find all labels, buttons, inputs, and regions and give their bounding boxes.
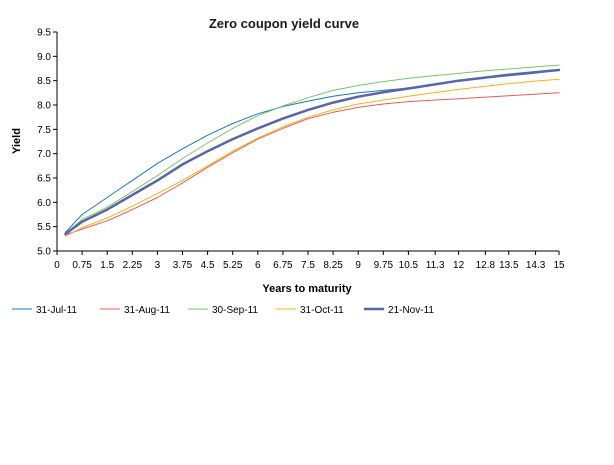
y-tick-label: 5.0 [37,247,51,258]
legend-label-31-jul-11: 31-Jul-11 [36,305,77,316]
series-line-30-sep-11 [64,64,560,235]
x-tick-label: 1.5 [100,260,114,271]
x-tick-label: 12 [453,260,465,271]
x-tick-label: 14.3 [526,260,546,271]
series-line-31-jul-11 [64,69,560,233]
y-tick-label: 9.0 [37,52,51,63]
x-tick-label: 13.5 [499,260,519,271]
y-tick-label: 6.0 [37,198,51,209]
x-axis-label: Years to maturity [262,283,352,295]
x-tick-label: 15 [553,260,565,271]
x-tick-label: 8.25 [323,260,343,271]
x-tick-label: 0 [54,260,60,271]
legend-label-31-aug-11: 31-Aug-11 [124,305,170,316]
x-tick-label: 2.25 [123,260,143,271]
x-tick-label: 4.5 [201,260,215,271]
chart-title: Zero coupon yield curve [209,16,359,31]
x-tick-label: 6 [255,260,261,271]
legend: 31-Jul-11 31-Aug-11 30-Sep-11 31-Oct-11 21-N… [12,305,434,316]
y-tick-label: 5.5 [37,222,51,233]
x-tick-label: 7.5 [301,260,315,271]
x-tick-label: 6.75 [273,260,293,271]
y-tick-label: 9.5 [37,28,51,39]
x-tick-label: 5.25 [223,260,243,271]
series-line-31-oct-11 [64,78,560,237]
y-tick-label: 8.5 [37,76,51,87]
legend-label-30-sep-11: 30-Sep-11 [212,305,258,316]
y-tick-label: 6.5 [37,174,51,185]
x-tick-label: 0.75 [72,260,92,271]
legend-label-31-oct-11: 31-Oct-11 [300,305,344,316]
legend-label-21-nov-11: 21-Nov-11 [388,305,434,316]
x-tick-label: 9.75 [374,260,394,271]
x-tick-label: 9 [355,260,361,271]
x-tick-label: 3 [155,260,161,271]
x-tick-label: 11.3 [426,260,445,271]
x-tick-label: 3.75 [173,260,193,271]
x-tick-label: 12.8 [476,260,496,271]
y-axis-label: Yield [11,128,23,154]
x-tick-label: 10.5 [399,260,419,271]
y-tick-label: 7.0 [37,149,51,160]
series-line-31-aug-11 [64,92,560,236]
plot-area: 5.0 5.5 6.0 6.5 7.0 7.5 8.0 8.5 9.0 9.5 0 0.75 1.5 2.… [37,28,565,272]
series-line-21-nov-11 [64,68,561,236]
y-tick-label: 8.0 [37,101,51,112]
y-tick-label: 7.5 [37,125,51,136]
